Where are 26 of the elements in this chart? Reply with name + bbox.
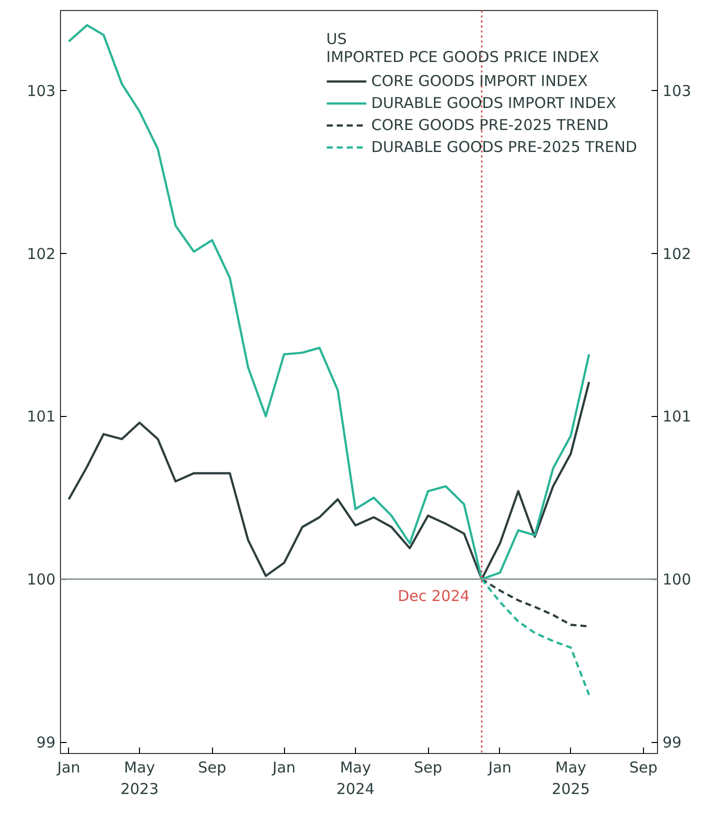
legend-label: CORE GOODS PRE-2025 TREND bbox=[371, 116, 608, 134]
legend-label: DURABLE GOODS PRE-2025 TREND bbox=[371, 138, 637, 156]
y2-tick-label: 99 bbox=[662, 734, 682, 752]
legend-title: US IMPORTED PCE GOODS PRICE INDEX bbox=[326, 30, 600, 66]
legend-label: DURABLE GOODS IMPORT INDEX bbox=[371, 94, 616, 112]
y-tick-label: 102 bbox=[26, 244, 56, 263]
x-tick-label: May 2023 bbox=[120, 758, 159, 798]
x-tick-label: Sep bbox=[198, 758, 226, 776]
legend-label: CORE GOODS IMPORT INDEX bbox=[371, 72, 588, 90]
y2-tick-label: 101 bbox=[662, 408, 692, 426]
x-tick-label: May 2025 bbox=[552, 758, 590, 798]
y2-tick-label: 103 bbox=[662, 82, 692, 100]
y2-tick-label: 100 bbox=[662, 570, 692, 589]
x-tick-label: Sep bbox=[629, 758, 658, 776]
x-tick-label: Jan bbox=[272, 758, 296, 776]
x-tick-label: Jan bbox=[487, 758, 512, 776]
line-series bbox=[68, 380, 590, 580]
x-tick-label: Jan bbox=[56, 758, 80, 776]
y-tick-label: 100 bbox=[26, 570, 56, 589]
y-tick-label: 99 bbox=[36, 734, 56, 752]
y-tick-label: 103 bbox=[26, 82, 56, 100]
y-tick-label: 101 bbox=[26, 408, 56, 426]
y2-tick-label: 102 bbox=[662, 244, 692, 263]
x-tick-label: May 2024 bbox=[336, 758, 375, 798]
x-tick-label: Sep bbox=[414, 758, 442, 776]
ref-line-label: Dec 2024 bbox=[398, 586, 470, 605]
